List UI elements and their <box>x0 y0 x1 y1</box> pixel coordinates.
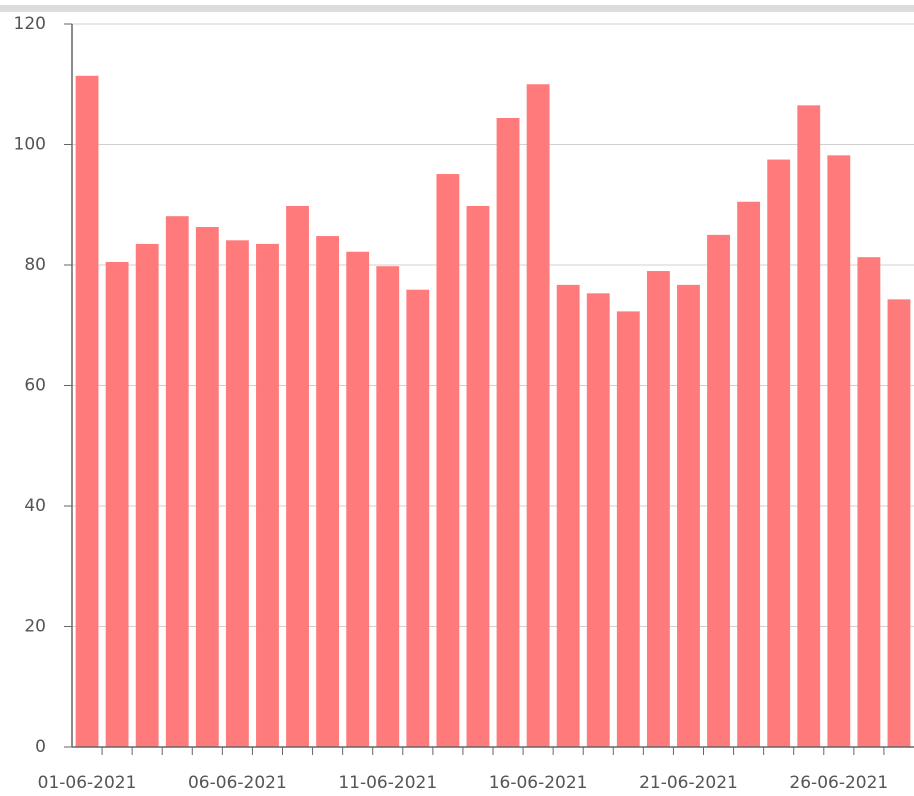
y-tick-label: 0 <box>35 737 46 757</box>
bar <box>616 311 640 747</box>
bar <box>135 243 159 747</box>
x-tick-label: 11-06-2021 <box>338 773 437 793</box>
bar <box>887 299 911 747</box>
x-tick-label: 26-06-2021 <box>789 773 888 793</box>
bar <box>737 201 761 748</box>
y-tick-label: 100 <box>14 135 46 155</box>
bar <box>646 271 670 747</box>
x-tick-label: 16-06-2021 <box>489 773 588 793</box>
x-tick-label: 01-06-2021 <box>38 773 137 793</box>
bar <box>376 266 400 747</box>
bar <box>316 236 340 747</box>
y-tick-label: 60 <box>24 376 46 396</box>
y-tick-label: 40 <box>24 496 46 516</box>
bar <box>677 284 700 747</box>
bar <box>195 227 219 748</box>
bar <box>526 84 550 747</box>
bar <box>75 75 99 747</box>
bar <box>256 243 279 747</box>
bar <box>857 257 881 747</box>
bar <box>165 216 189 747</box>
bar <box>346 251 370 747</box>
bar <box>496 117 520 748</box>
bar <box>105 261 129 747</box>
x-tick-label: 06-06-2021 <box>188 773 287 793</box>
bar <box>225 240 249 748</box>
top-bar <box>0 5 914 12</box>
bar <box>586 293 610 747</box>
bar <box>406 289 430 747</box>
bar <box>797 105 821 747</box>
bar <box>827 155 851 748</box>
y-tick-label: 20 <box>24 617 46 637</box>
bar <box>767 159 791 747</box>
y-tick-label: 80 <box>24 255 46 275</box>
x-tick-label: 21-06-2021 <box>639 773 738 793</box>
bar <box>466 205 490 747</box>
bar <box>286 205 309 747</box>
bar <box>707 234 730 747</box>
y-tick-label: 120 <box>14 14 46 34</box>
bar <box>436 174 460 747</box>
bar <box>556 284 580 747</box>
